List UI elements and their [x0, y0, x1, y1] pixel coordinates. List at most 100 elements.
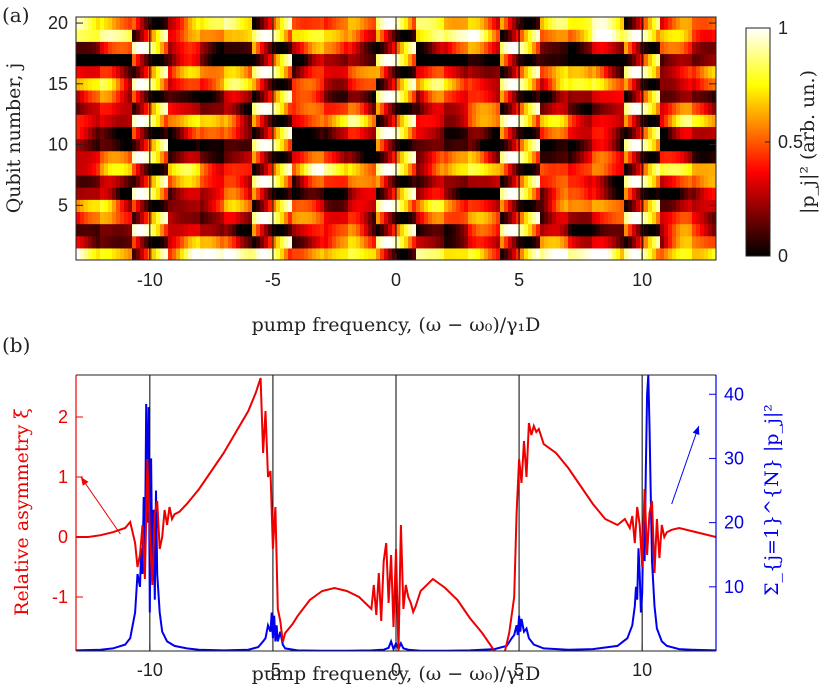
heatmap-cell — [656, 235, 661, 249]
heatmap-cell — [488, 89, 493, 103]
left-y-tick-label: 0 — [58, 527, 68, 547]
heatmap-cell — [268, 211, 273, 225]
heatmap-cell — [304, 211, 309, 225]
heatmap-cell — [188, 65, 193, 79]
line-x-tick-label: 0 — [391, 660, 401, 680]
heatmap-cell — [528, 114, 533, 127]
heatmap-cell — [520, 235, 525, 249]
heatmap-cell — [300, 65, 305, 79]
heatmap-cell — [556, 126, 561, 140]
heatmap-cell — [680, 174, 685, 188]
heatmap-cell — [632, 223, 637, 237]
heatmap-cell — [476, 174, 481, 188]
heatmap-cell — [664, 29, 669, 42]
heatmap-cell — [228, 138, 233, 152]
heatmap-cell — [300, 102, 305, 115]
heatmap-cell — [524, 247, 529, 260]
heatmap-cell — [288, 114, 293, 127]
heatmap-cell — [316, 199, 321, 212]
heatmap-cell — [524, 65, 529, 79]
heatmap-cell — [460, 150, 465, 164]
heatmap-cell — [492, 89, 497, 103]
heatmap-cell — [364, 174, 369, 188]
heatmap-cell — [524, 150, 529, 164]
heatmap-cell — [560, 199, 565, 212]
heatmap-cell — [636, 174, 641, 188]
heatmap-cell — [376, 162, 381, 176]
heatmap-cell — [500, 89, 505, 103]
heatmap-cell — [644, 102, 649, 115]
heatmap-cell — [340, 174, 345, 188]
heatmap-cell — [556, 235, 561, 249]
heatmap-cell — [120, 235, 125, 249]
heatmap-cell — [248, 114, 253, 127]
heatmap-cell — [488, 41, 493, 55]
heatmap-cell — [252, 235, 257, 249]
heatmap-cell — [220, 199, 225, 212]
heatmap-cell — [536, 223, 541, 237]
heatmap-cell — [116, 247, 121, 260]
heatmap-cell — [272, 235, 277, 249]
heatmap-cell — [412, 174, 417, 188]
heatmap-cell — [692, 102, 697, 115]
heatmap-cell — [224, 53, 229, 67]
heatmap-cell — [348, 102, 353, 115]
heatmap-cell — [528, 89, 533, 103]
heatmap-cell — [272, 53, 277, 67]
heatmap-cell — [196, 65, 201, 79]
heatmap-cell — [704, 174, 709, 188]
heatmap-cell — [596, 247, 601, 260]
heatmap-cell — [344, 235, 349, 249]
heatmap-cell — [468, 223, 473, 237]
heatmap-cell — [204, 29, 209, 42]
heatmap-cell — [672, 174, 677, 188]
heatmap-cell — [216, 150, 221, 164]
heatmap-cell — [632, 41, 637, 55]
heatmap-cell — [256, 41, 261, 55]
heatmap-cell — [280, 162, 285, 176]
heatmap-cell — [164, 114, 169, 127]
heatmap-cell — [128, 211, 133, 225]
heatmap-cell — [168, 199, 173, 212]
heatmap-cell — [592, 247, 597, 260]
heatmap-cell — [184, 17, 189, 30]
heatmap-cell — [368, 41, 373, 55]
heatmap-cell — [344, 223, 349, 237]
heatmap-cell — [580, 77, 585, 91]
heatmap-cell — [488, 223, 493, 237]
heatmap-cell — [576, 211, 581, 225]
heatmap-cell — [332, 29, 337, 42]
heatmap-cell — [404, 102, 409, 115]
heatmap-cell — [136, 41, 141, 55]
heatmap-cell — [232, 187, 237, 200]
heatmap-cell — [372, 17, 377, 30]
heatmap-cell — [216, 247, 221, 260]
heatmap-cell — [104, 199, 109, 212]
heatmap-cell — [208, 102, 213, 115]
heatmap-cell — [512, 89, 517, 103]
heatmap-cell — [536, 199, 541, 212]
heatmap-cell — [244, 235, 249, 249]
heatmap-cell — [200, 199, 205, 212]
heatmap-cell — [292, 247, 297, 260]
heatmap-cell — [336, 199, 341, 212]
heatmap-cell — [88, 53, 93, 67]
heatmap-cell — [712, 235, 716, 249]
heatmap-cell — [540, 187, 545, 200]
heatmap-cell — [428, 114, 433, 127]
heatmap-cell — [296, 199, 301, 212]
heatmap-cell — [548, 114, 553, 127]
heatmap-cell — [188, 138, 193, 152]
heatmap-cell — [144, 41, 149, 55]
heatmap-cell — [152, 41, 157, 55]
heatmap-cell — [524, 138, 529, 152]
heatmap-cell — [164, 53, 169, 67]
heatmap-cell — [624, 162, 629, 176]
heatmap-cell — [420, 53, 425, 67]
heatmap-cell — [256, 114, 261, 127]
heatmap-cell — [140, 199, 145, 212]
heatmap-cell — [548, 102, 553, 115]
heatmap-cell — [452, 77, 457, 91]
heatmap-cell — [576, 126, 581, 140]
